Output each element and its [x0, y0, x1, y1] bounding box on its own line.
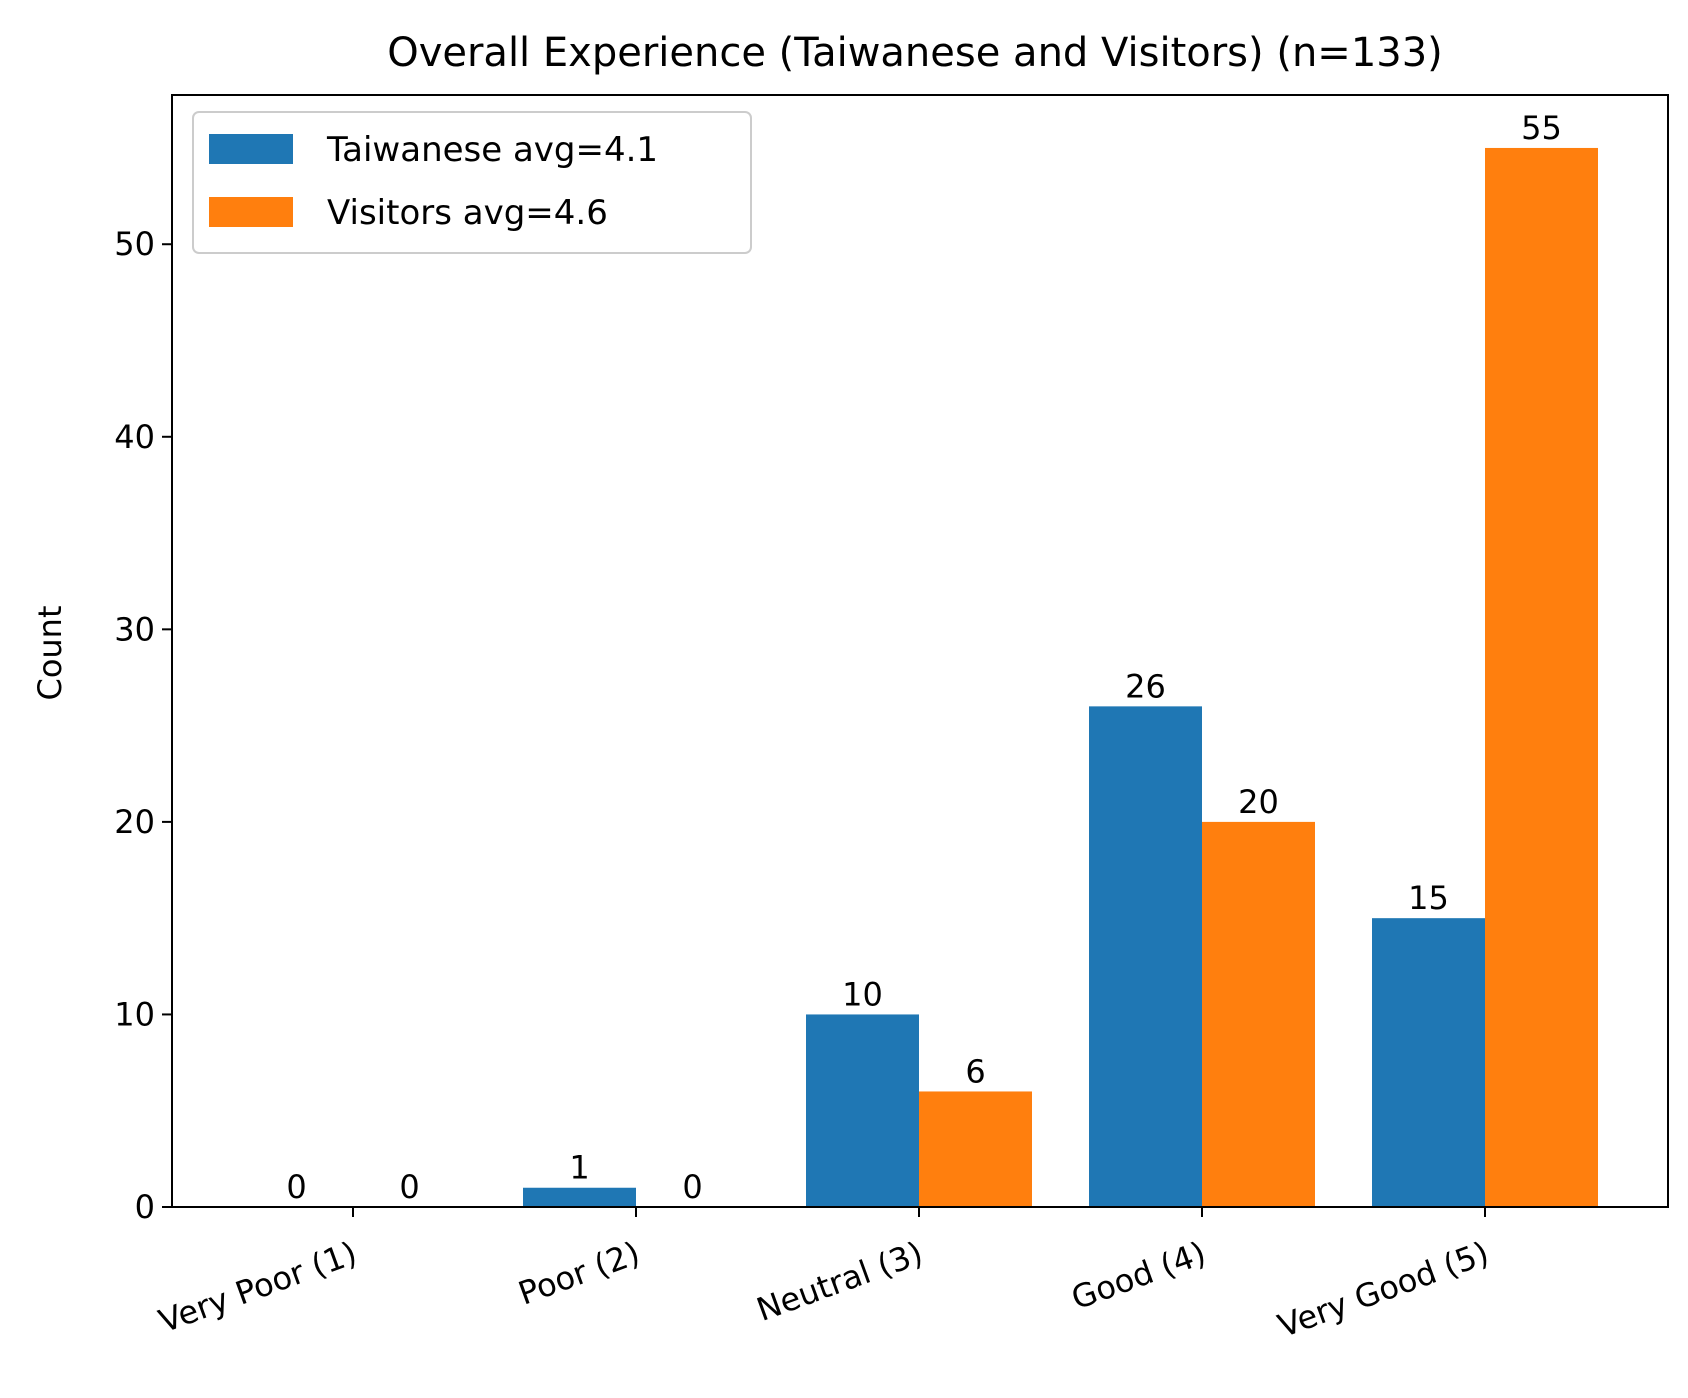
y-tick-label: 0 — [135, 1188, 155, 1226]
bar-taiwanese — [1089, 706, 1202, 1207]
y-tick-label: 30 — [114, 610, 155, 648]
bar-taiwanese — [806, 1014, 919, 1207]
y-tick-label: 50 — [114, 225, 155, 263]
bar-visitors — [919, 1091, 1032, 1207]
x-tick-label: Very Good (5) — [1273, 1234, 1494, 1345]
y-tick-label: 20 — [114, 803, 155, 841]
y-tick-label: 40 — [114, 418, 155, 456]
bar-taiwanese — [1372, 918, 1485, 1207]
bar-visitors — [1485, 147, 1598, 1207]
x-tick-label: Neutral (3) — [752, 1234, 928, 1329]
y-axis-label: Count — [31, 605, 69, 700]
legend: Taiwanese avg=4.1 Visitors avg=4.6 — [192, 111, 752, 254]
legend-box — [192, 111, 752, 254]
x-tick-label: Poor (2) — [513, 1234, 644, 1313]
bar-value-label: 55 — [1521, 109, 1562, 147]
chart-title: Overall Experience (Taiwanese and Visito… — [387, 30, 1443, 76]
legend-entry: Taiwanese avg=4.1 — [326, 130, 658, 170]
bars-layer — [523, 147, 1598, 1207]
x-tick-label: Very Poor (1) — [154, 1234, 362, 1341]
bar-value-label: 1 — [569, 1149, 589, 1187]
bar-value-label: 26 — [1125, 667, 1166, 705]
bar-value-label: 20 — [1238, 783, 1279, 821]
bar-taiwanese — [523, 1187, 636, 1207]
bar-value-label: 0 — [682, 1168, 702, 1206]
legend-entry: Visitors avg=4.6 — [327, 193, 608, 233]
bar-value-label: 6 — [965, 1052, 985, 1090]
bar-value-label: 0 — [399, 1168, 419, 1206]
bar-visitors — [1202, 821, 1315, 1207]
bar-value-label: 0 — [286, 1168, 306, 1206]
legend-swatch — [209, 134, 293, 164]
legend-swatch — [209, 197, 293, 227]
y-tick-label: 10 — [114, 995, 155, 1033]
bar-value-label: 10 — [842, 975, 883, 1013]
bar-value-label: 15 — [1408, 879, 1449, 917]
x-tick-label: Good (4) — [1066, 1234, 1210, 1318]
